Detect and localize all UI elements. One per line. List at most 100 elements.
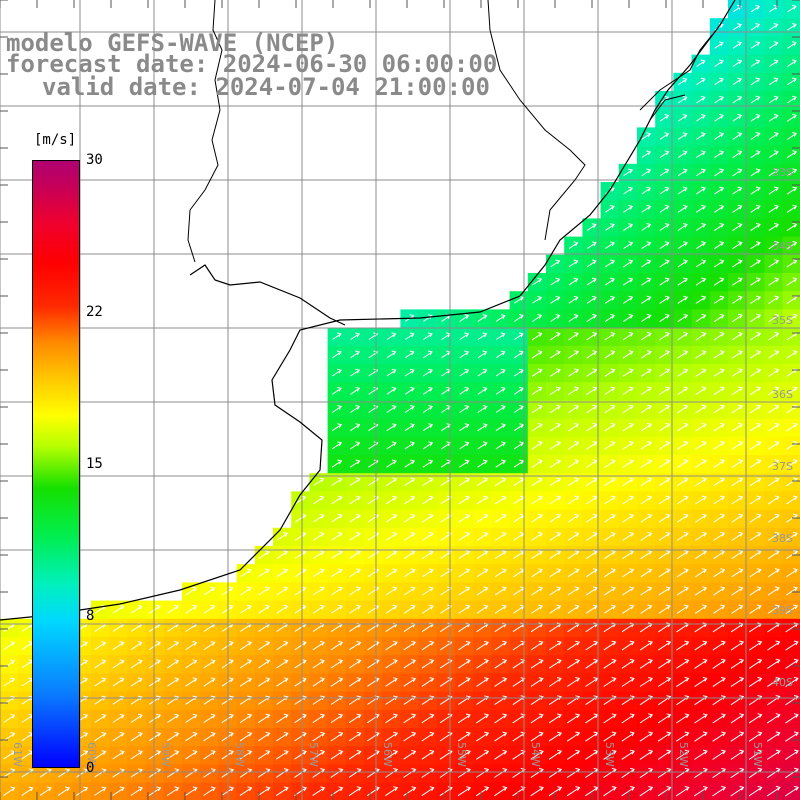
map-title-model: modelo GEFS-WAVE (NCEP) xyxy=(6,29,339,57)
wind-arrow xyxy=(750,132,761,140)
wind-arrow xyxy=(694,786,708,797)
wind-arrow xyxy=(422,513,434,523)
wind-arrow xyxy=(3,750,16,760)
wind-arrow xyxy=(568,314,579,322)
wind-arrow xyxy=(185,713,198,724)
wind-arrow xyxy=(659,350,671,359)
wind-arrow xyxy=(458,513,471,523)
wind-arrow xyxy=(530,731,544,742)
wind-arrow xyxy=(404,531,416,541)
wind-arrow xyxy=(276,568,289,578)
wind-arrow xyxy=(604,386,616,396)
wind-arrow xyxy=(112,677,125,687)
wind-arrow xyxy=(457,749,471,760)
wind-arrow xyxy=(585,550,598,560)
wind-arrow xyxy=(476,604,489,614)
wind-arrow xyxy=(713,477,726,487)
wind-arrow xyxy=(731,331,743,341)
wind-arrow xyxy=(694,658,708,669)
wind-arrow xyxy=(786,150,798,159)
wind-arrow xyxy=(239,786,253,797)
wind-arrow xyxy=(586,223,597,231)
latitude-label: 35S xyxy=(772,314,793,327)
wind-arrow xyxy=(203,586,216,596)
wind-arrow xyxy=(623,204,634,213)
wind-arrow xyxy=(732,222,743,232)
wind-arrow xyxy=(657,731,672,742)
wind-arrow xyxy=(167,641,180,651)
wind-arrow xyxy=(641,241,652,250)
wind-arrow xyxy=(659,295,670,304)
wind-arrow xyxy=(276,786,289,797)
wind-arrow xyxy=(639,713,654,724)
wind-arrow xyxy=(548,640,562,651)
wind-arrow xyxy=(567,477,580,487)
wind-arrow xyxy=(766,785,781,797)
wind-arrow xyxy=(604,313,616,323)
latitude-label: 40S xyxy=(772,676,793,689)
wind-arrow xyxy=(477,459,488,468)
wind-arrow xyxy=(750,95,761,104)
wind-arrow xyxy=(768,150,779,159)
wind-arrow xyxy=(495,441,506,450)
wind-arrow xyxy=(531,550,544,560)
wind-arrow xyxy=(567,495,580,505)
wind-arrow xyxy=(495,350,506,359)
wind-arrow xyxy=(694,713,708,724)
wind-arrow xyxy=(294,749,307,760)
wind-arrow xyxy=(695,386,707,396)
wind-arrow xyxy=(695,368,707,377)
wind-arrow xyxy=(239,750,253,760)
wind-arrow xyxy=(713,604,726,614)
wind-arrow xyxy=(694,767,708,779)
wind-arrow xyxy=(768,459,780,469)
wind-arrow xyxy=(621,767,635,779)
wind-arrow xyxy=(766,713,781,724)
wind-arrow xyxy=(549,441,562,450)
wind-arrow xyxy=(695,513,707,523)
wind-arrow xyxy=(532,314,543,322)
wind-arrow xyxy=(603,731,617,742)
wind-arrow xyxy=(330,677,344,687)
wind-arrow xyxy=(640,495,653,505)
wind-arrow xyxy=(622,441,634,450)
wind-arrow xyxy=(585,604,598,614)
wind-arrow xyxy=(276,659,289,669)
wind-arrow xyxy=(731,477,744,487)
wind-arrow xyxy=(658,477,671,487)
wind-arrow xyxy=(676,586,689,596)
longitude-label: 60W xyxy=(85,742,98,767)
wind-arrow xyxy=(785,749,799,761)
wind-arrow xyxy=(567,586,580,596)
wind-arrow xyxy=(39,786,52,796)
wind-arrow xyxy=(621,786,636,797)
wind-arrow xyxy=(622,495,634,505)
wind-arrow xyxy=(714,113,725,122)
wind-arrow xyxy=(676,568,689,578)
wind-arrow xyxy=(477,423,488,432)
wind-arrow xyxy=(768,313,780,323)
wind-arrow xyxy=(659,277,670,286)
wind-arrow xyxy=(185,677,198,687)
wind-arrow xyxy=(459,405,470,413)
wind-arrow xyxy=(659,204,670,213)
latitude-labels: 33S 34S 35S 36S 37S 38S 39S 40S xyxy=(772,166,793,689)
wind-arrow xyxy=(476,713,490,724)
wind-arrow xyxy=(748,767,763,779)
wind-arrow xyxy=(768,422,780,432)
wind-arrow xyxy=(548,713,562,724)
wind-arrow xyxy=(694,676,708,688)
wind-arrow xyxy=(240,604,252,614)
wind-arrow xyxy=(94,750,107,760)
wind-arrow xyxy=(459,368,470,377)
wind-arrow xyxy=(513,441,525,450)
wind-arrow xyxy=(531,477,543,487)
wind-arrow xyxy=(786,186,798,195)
wind-arrow xyxy=(276,586,289,596)
wind-arrow xyxy=(749,550,762,560)
wind-arrow xyxy=(349,532,361,541)
wind-arrow xyxy=(622,422,634,432)
longitude-label: 61W xyxy=(11,742,24,767)
wind-arrow xyxy=(585,586,598,596)
wind-arrow xyxy=(694,749,708,760)
